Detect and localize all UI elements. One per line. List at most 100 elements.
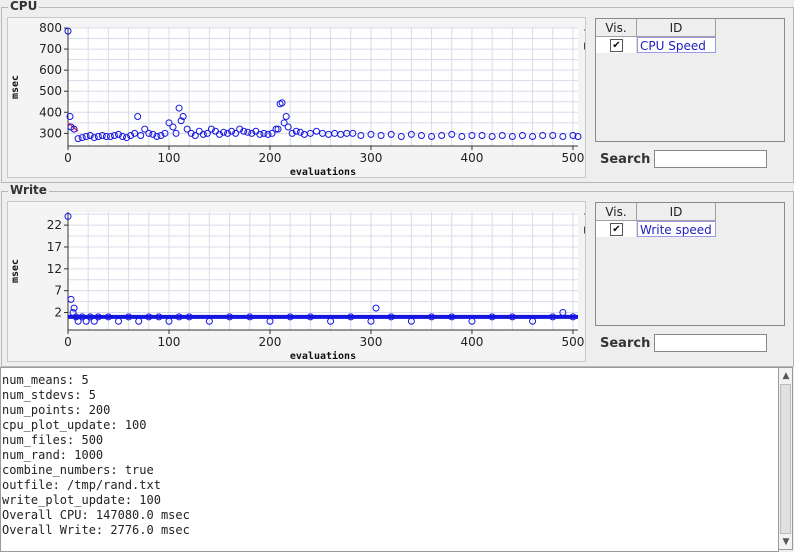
scroll-thumb[interactable] — [780, 384, 791, 534]
data-point — [387, 313, 395, 321]
data-point — [137, 131, 145, 139]
x-tick-label: 400 — [461, 151, 484, 165]
write-plot-area[interactable]: 0 100 200 300 400 500 2 7 12 17 22 evaluations msec — [7, 201, 586, 362]
series-id-cell[interactable]: CPU Speed — [637, 37, 716, 53]
data-point — [278, 99, 286, 107]
y-axis-label: msec — [10, 75, 21, 99]
data-point — [70, 125, 78, 133]
data-point — [185, 313, 193, 321]
search-input[interactable] — [654, 150, 767, 168]
table-header: Vis. ID — [596, 19, 716, 37]
x-tick-label: 200 — [259, 335, 282, 349]
scroll-right-icon — [584, 226, 585, 234]
data-point — [175, 104, 183, 112]
data-point — [306, 313, 314, 321]
table-row[interactable]: ✔ Write speed — [596, 221, 716, 237]
data-point — [153, 133, 161, 141]
vis-cell: ✔ — [596, 221, 637, 237]
x-axis-label: evaluations — [290, 166, 356, 177]
data-point — [98, 131, 106, 139]
x-tick-label: 300 — [360, 335, 383, 349]
log-line: num_rand: 1000 — [2, 448, 104, 462]
x-tick-label: 300 — [360, 151, 383, 165]
data-point — [246, 313, 254, 321]
data-point — [498, 131, 506, 139]
y-tick-label: 700 — [39, 42, 62, 56]
data-point — [74, 317, 82, 325]
data-point — [559, 133, 567, 141]
data-point — [549, 313, 557, 321]
data-point — [266, 317, 274, 325]
table-row[interactable]: ✔ CPU Speed — [596, 37, 716, 53]
log-text-area[interactable]: num_means: 5 num_stdevs: 5 num_points: 200… — [0, 367, 779, 552]
data-point — [114, 130, 122, 138]
cpu-series-table[interactable]: Vis. ID ✔ CPU Speed — [595, 18, 785, 142]
data-point — [327, 317, 335, 325]
y-tick-label: 17 — [47, 240, 62, 254]
data-point — [468, 317, 476, 325]
data-point — [74, 135, 82, 143]
cpu-panel-title: CPU — [8, 0, 40, 13]
id-column-header[interactable]: ID — [637, 19, 716, 37]
visibility-checkbox[interactable]: ✔ — [610, 223, 623, 236]
data-point — [70, 304, 78, 312]
data-point — [488, 133, 496, 141]
data-point — [203, 129, 211, 137]
data-point — [106, 133, 114, 141]
data-point — [199, 130, 207, 138]
data-point — [569, 313, 577, 321]
data-point — [82, 133, 90, 141]
search-input[interactable] — [654, 334, 767, 352]
id-column-header[interactable]: ID — [637, 203, 716, 221]
scroll-right-icon — [584, 42, 585, 50]
data-point — [260, 129, 268, 137]
log-line: write_plot_update: 100 — [2, 493, 161, 507]
data-point — [407, 130, 415, 138]
data-point — [169, 123, 177, 131]
scroll-down-icon[interactable]: ▼ — [782, 537, 790, 547]
data-point — [468, 131, 476, 139]
data-point — [67, 295, 75, 303]
x-tick-label: 0 — [64, 335, 72, 349]
cpu-plot-area[interactable]: 0 100 200 300 400 500 300 400 500 600 700 800 evalua… — [7, 17, 586, 178]
search-label: Search — [600, 336, 651, 351]
write-series-table[interactable]: Vis. ID ✔ Write speed — [595, 202, 785, 326]
visibility-checkbox[interactable]: ✔ — [610, 39, 623, 52]
data-point — [179, 113, 187, 120]
data-point — [94, 313, 102, 321]
data-point — [86, 131, 94, 139]
data-point — [529, 133, 537, 141]
log-vertical-scrollbar[interactable]: ▲ ▼ — [778, 367, 793, 550]
data-point — [256, 130, 264, 138]
data-point — [94, 133, 102, 141]
data-point — [114, 317, 122, 325]
data-point — [66, 113, 74, 120]
data-point — [64, 27, 72, 35]
data-point — [280, 119, 288, 127]
x-tick-label: 500 — [561, 335, 584, 349]
data-point — [478, 131, 486, 139]
data-point — [104, 313, 112, 321]
data-point — [155, 313, 163, 321]
vis-column-header[interactable]: Vis. — [596, 203, 637, 221]
series-id-cell[interactable]: Write speed — [637, 221, 716, 237]
scroll-up-icon[interactable]: ▲ — [782, 371, 790, 381]
plot-background — [68, 212, 578, 330]
cpu-chart: 0 100 200 300 400 500 300 400 500 600 700 800 evalua… — [10, 21, 585, 177]
write-chart: 0 100 200 300 400 500 2 7 12 17 22 evaluations msec — [10, 212, 585, 361]
log-line: Overall Write: 2776.0 msec — [2, 523, 190, 537]
data-point — [172, 129, 180, 137]
x-tick-label: 0 — [64, 151, 72, 165]
data-point — [244, 128, 252, 136]
data-point — [367, 130, 375, 138]
data-point — [407, 317, 415, 325]
data-point — [438, 131, 446, 139]
vis-column-header[interactable]: Vis. — [596, 19, 637, 37]
data-point — [569, 131, 577, 139]
data-point — [417, 131, 425, 139]
data-point — [187, 129, 195, 137]
data-point — [191, 131, 199, 139]
data-point — [78, 313, 86, 321]
data-point — [377, 131, 385, 139]
x-tick-label: 100 — [158, 335, 181, 349]
